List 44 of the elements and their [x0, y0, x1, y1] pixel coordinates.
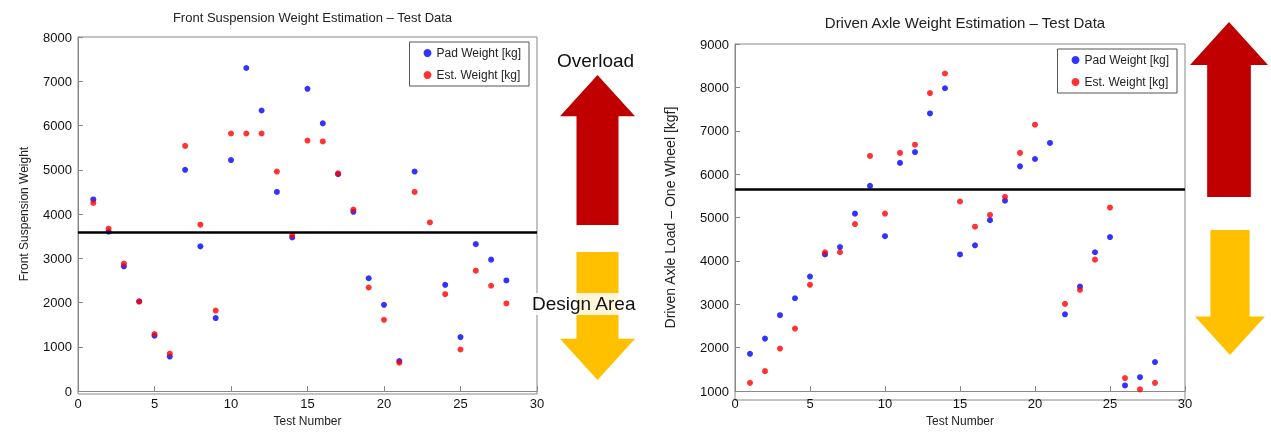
x-tick-label: 5: [150, 396, 159, 412]
y-tick-label: 2000: [43, 295, 72, 311]
y-tick-label: 1000: [43, 339, 72, 355]
y-tick-label: 7000: [43, 73, 72, 89]
annotation: Design Area: [530, 293, 638, 315]
y-tick-label: 6000: [43, 118, 72, 134]
x-tick-label: 10: [223, 396, 239, 412]
y-tick-label: 8000: [43, 29, 72, 45]
chart-title: Driven Axle Weight Estimation – Test Data: [824, 14, 1106, 31]
x-tick-label: 10: [877, 396, 893, 412]
x-tick-label: 30: [1177, 396, 1193, 412]
chart-title: Front Suspension Weight Estimation – Test Data: [172, 10, 453, 25]
y-tick-label: 3000: [43, 250, 72, 266]
legend-label: Est. Weight [kg]: [1084, 75, 1169, 89]
x-tick-label: 25: [453, 396, 468, 412]
x-tick-label: 30: [529, 396, 545, 412]
legend-label: Pad Weight [kg]: [436, 46, 522, 60]
y-tick-label: 7000: [700, 123, 729, 139]
x-tick-label: 0: [731, 396, 739, 412]
x-axis-title: Test Number: [273, 414, 342, 428]
x-tick-label: 15: [300, 396, 315, 412]
y-tick-label: 1000: [700, 383, 729, 399]
x-tick-label: 20: [376, 396, 392, 412]
x-tick-label: 25: [1102, 396, 1118, 412]
x-tick-label: 5: [806, 396, 814, 412]
x-tick-label: 20: [1027, 396, 1043, 412]
text: Overload: [555, 50, 637, 72]
x-tick-label: 0: [74, 396, 82, 412]
y-tick-label: 5000: [700, 210, 729, 226]
x-tick-label: 15: [952, 396, 968, 412]
y-tick-label: 9000: [700, 36, 729, 52]
y-tick-label: 5000: [43, 162, 72, 178]
y-tick-label: 6000: [700, 166, 729, 182]
y-axis-title: Front Suspension Weight: [17, 146, 31, 282]
legend-label: Est. Weight [kg]: [436, 68, 521, 82]
y-tick-label: 3000: [700, 296, 729, 312]
y-tick-label: 0: [64, 383, 72, 399]
y-tick-label: 2000: [700, 340, 729, 356]
y-axis-title: Driven Axle Load – One Wheel [kgf]: [662, 106, 678, 329]
legend-label: Pad Weight [kg]: [1084, 53, 1170, 67]
x-axis-title: Test Number: [925, 414, 995, 428]
y-tick-label: 4000: [43, 206, 72, 222]
y-tick-label: 8000: [700, 79, 729, 95]
y-tick-label: 4000: [700, 253, 729, 269]
